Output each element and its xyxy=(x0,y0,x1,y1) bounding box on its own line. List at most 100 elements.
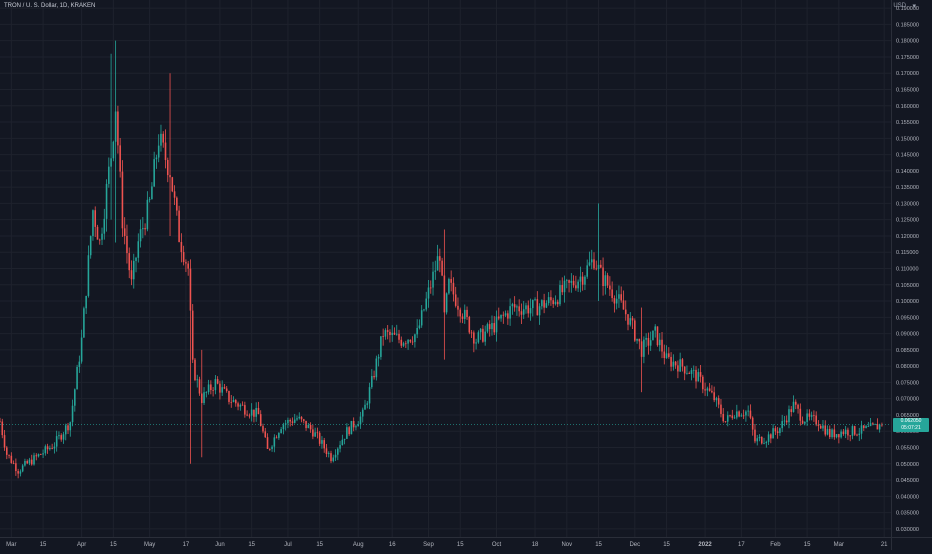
candle xyxy=(139,219,142,248)
price-tick-label: 0.100000 xyxy=(896,299,919,305)
candle xyxy=(629,312,632,327)
candle-body xyxy=(683,366,686,374)
candles xyxy=(0,40,883,479)
candle-body xyxy=(547,297,550,304)
candle-body xyxy=(182,252,185,263)
candle-body xyxy=(575,285,577,289)
candle-body xyxy=(157,145,160,158)
candle-body xyxy=(382,336,384,338)
candle-body xyxy=(763,443,765,444)
candle xyxy=(221,380,223,396)
candle-body xyxy=(164,142,167,161)
candle-body xyxy=(259,414,262,427)
candle-body xyxy=(670,356,672,367)
candle xyxy=(359,411,362,429)
candle-body xyxy=(144,228,146,230)
price-tick-label: 0.075000 xyxy=(896,380,919,386)
candle-body xyxy=(89,236,92,256)
chevron-down-icon[interactable]: ▾ xyxy=(912,2,916,10)
candle-body xyxy=(425,298,428,310)
candle-body xyxy=(702,376,704,390)
price-axis[interactable]: 0.030000 0.035000 0.040000 0.045000 0.050000… xyxy=(896,6,919,533)
candle-body xyxy=(863,425,865,428)
candle-body xyxy=(373,376,375,378)
candle-body xyxy=(296,418,298,420)
last-price-tag: 0.062050 05:07:21 xyxy=(893,417,929,432)
candle-body xyxy=(450,279,452,283)
candle xyxy=(312,424,314,440)
time-tick-label: 21 xyxy=(881,542,888,548)
currency-label[interactable]: USD xyxy=(893,3,906,9)
time-tick-label: 18 xyxy=(532,542,539,548)
candle-body xyxy=(765,441,768,444)
candle xyxy=(341,434,344,446)
time-tick-label: Nov xyxy=(561,542,572,548)
candle-body xyxy=(303,419,305,421)
candle xyxy=(702,374,704,394)
candle-body xyxy=(289,419,291,422)
candle xyxy=(96,224,99,240)
candle xyxy=(531,299,534,317)
candle-body xyxy=(176,197,178,211)
candle xyxy=(747,405,749,417)
time-tick-label: Jun xyxy=(215,542,225,548)
candle xyxy=(751,416,754,436)
price-tick-label: 0.035000 xyxy=(896,511,919,517)
candle-body xyxy=(411,341,414,343)
candle-body xyxy=(350,420,353,435)
time-tick-label: 15 xyxy=(40,542,47,548)
candle-body xyxy=(568,280,570,283)
candle-body xyxy=(634,320,636,341)
price-tick-label: 0.155000 xyxy=(896,120,919,126)
candle xyxy=(450,270,452,292)
price-tick-label: 0.185000 xyxy=(896,22,919,28)
candle-body xyxy=(715,398,718,401)
candle xyxy=(121,160,124,237)
candle xyxy=(98,238,101,245)
candle-body xyxy=(543,300,545,308)
candle-body xyxy=(191,310,194,360)
candle-body xyxy=(212,390,214,391)
candle xyxy=(695,366,697,389)
candle xyxy=(284,419,287,431)
candle xyxy=(74,388,76,412)
candle xyxy=(400,336,403,348)
candle xyxy=(717,395,720,409)
price-tick-label: 0.090000 xyxy=(896,332,919,338)
candle-body xyxy=(525,305,527,310)
candle-body xyxy=(522,309,525,315)
candle-body xyxy=(355,426,357,428)
price-tick-label: 0.050000 xyxy=(896,462,919,468)
candle xyxy=(475,338,477,350)
candle xyxy=(840,429,842,439)
candle xyxy=(729,414,731,418)
candle xyxy=(210,380,212,395)
candle-body xyxy=(760,436,763,444)
candle xyxy=(432,261,434,296)
candle xyxy=(334,449,337,461)
candle xyxy=(51,443,53,450)
candle-body xyxy=(468,317,471,333)
candle xyxy=(76,364,78,390)
candle xyxy=(293,413,296,424)
candle xyxy=(64,423,67,441)
candle-body xyxy=(395,333,398,335)
candle xyxy=(157,134,160,163)
candle-body xyxy=(137,241,140,258)
candle-body xyxy=(92,210,94,237)
candle xyxy=(477,330,480,344)
candle xyxy=(493,316,496,336)
candle xyxy=(232,396,235,403)
candle xyxy=(620,286,622,303)
candle xyxy=(785,415,788,425)
time-axis[interactable]: Mar 15 Apr 15 May 17 Jun 15 Jul 15 Aug 16 Sep 15 Oct 18… xyxy=(6,542,888,548)
candle-body xyxy=(341,439,344,446)
candle xyxy=(765,440,768,448)
candle-body xyxy=(550,297,552,301)
candle xyxy=(509,298,511,326)
candle-body xyxy=(477,332,480,343)
candle xyxy=(473,330,475,353)
candle xyxy=(434,260,437,280)
